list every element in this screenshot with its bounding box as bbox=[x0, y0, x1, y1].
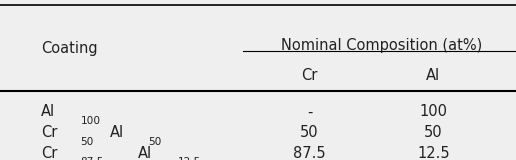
Text: Al: Al bbox=[426, 68, 441, 83]
Text: Cr: Cr bbox=[41, 146, 58, 160]
Text: 50: 50 bbox=[149, 137, 162, 147]
Text: Al: Al bbox=[109, 125, 123, 140]
Text: Cr: Cr bbox=[41, 125, 58, 140]
Text: 50: 50 bbox=[300, 125, 319, 140]
Text: -: - bbox=[307, 104, 312, 120]
Text: 100: 100 bbox=[420, 104, 447, 120]
Text: 87.5: 87.5 bbox=[80, 157, 104, 160]
Text: 12.5: 12.5 bbox=[178, 157, 201, 160]
Text: 100: 100 bbox=[80, 116, 101, 126]
Text: 50: 50 bbox=[424, 125, 443, 140]
Text: Al: Al bbox=[41, 104, 55, 120]
Text: Nominal Composition (at%): Nominal Composition (at%) bbox=[281, 38, 482, 53]
Text: 12.5: 12.5 bbox=[417, 146, 450, 160]
Text: 50: 50 bbox=[80, 137, 94, 147]
Text: Cr: Cr bbox=[301, 68, 318, 83]
Text: 87.5: 87.5 bbox=[293, 146, 326, 160]
Text: Coating: Coating bbox=[41, 40, 98, 56]
Text: Al: Al bbox=[138, 146, 152, 160]
